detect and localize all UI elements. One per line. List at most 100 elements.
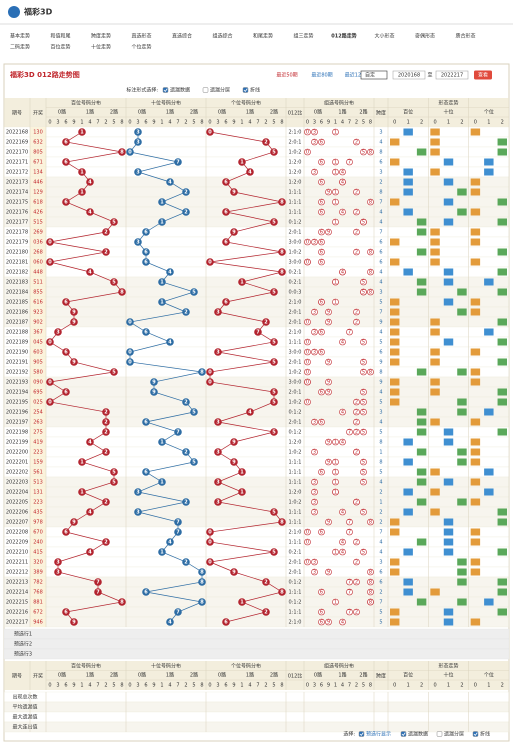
checkbox[interactable] xyxy=(436,731,443,737)
nav-link[interactable]: 质合形态 xyxy=(455,33,475,40)
nav-link[interactable]: 跨度走势 xyxy=(91,33,111,40)
ball-digit: 1 xyxy=(80,130,84,136)
ball-digit: 0 xyxy=(48,340,52,346)
preselect-label: 预选行2 xyxy=(14,641,32,648)
row-bg xyxy=(3,396,510,408)
group-ball xyxy=(318,328,325,336)
nav-link[interactable]: 组三走势 xyxy=(293,33,313,40)
nav-link[interactable]: 012路走势 xyxy=(331,33,356,40)
group-digit: 5 xyxy=(362,290,365,296)
ball xyxy=(214,308,222,316)
nav-link[interactable]: 大小形态 xyxy=(374,33,394,40)
select[interactable] xyxy=(360,70,388,80)
span: 2 xyxy=(379,590,382,596)
ball-digit: 2 xyxy=(264,320,268,326)
ball-digit: 0 xyxy=(48,400,52,406)
group-digit: 2 xyxy=(355,320,358,326)
group-digit: 6 xyxy=(320,300,323,306)
ball-digit: 6 xyxy=(64,200,68,206)
ball xyxy=(62,388,70,396)
group-ball xyxy=(311,508,318,516)
nav-link[interactable]: 组选综合 xyxy=(212,33,232,40)
header-issue: 期号 xyxy=(12,111,22,117)
nav-link[interactable]: 和值和尾 xyxy=(50,33,70,40)
group-digit: 0 xyxy=(306,380,309,386)
group-digit: 9 xyxy=(327,230,330,236)
ball xyxy=(134,138,142,146)
group-ball xyxy=(325,228,332,236)
ball xyxy=(270,548,278,556)
input-from[interactable] xyxy=(392,70,426,80)
select-text[interactable]: 自定 xyxy=(365,72,375,79)
nav-link[interactable]: 百位走势 xyxy=(50,44,70,51)
ball-digit: 9 xyxy=(232,570,236,576)
footer-option[interactable]: 预选行显示 xyxy=(366,731,391,738)
ball-digit: 8 xyxy=(120,150,124,156)
group-ball xyxy=(367,578,374,586)
ball xyxy=(126,318,134,326)
nav-link[interactable]: 基本走势 xyxy=(10,33,30,40)
issue: 2022172 xyxy=(6,170,28,176)
group-digit: 5 xyxy=(362,340,365,346)
header-digit: 1 xyxy=(160,683,163,689)
group-ball xyxy=(332,438,339,446)
input-from-text[interactable]: 2020168 xyxy=(398,73,420,79)
range-link[interactable]: 最近80期 xyxy=(311,72,332,79)
shape-box xyxy=(457,448,467,456)
ball xyxy=(270,338,278,346)
shape-box xyxy=(416,498,427,506)
input-to[interactable] xyxy=(435,70,469,80)
header-shape-digit: 2 xyxy=(501,683,504,689)
checkbox[interactable] xyxy=(202,87,209,93)
range-link[interactable]: 最近50期 xyxy=(276,72,297,79)
issue: 2022179 xyxy=(6,240,28,246)
input-to-text[interactable]: 2022217 xyxy=(441,73,463,79)
nav-link[interactable]: 二码走势 xyxy=(10,44,30,51)
shape-box xyxy=(443,548,454,556)
shape-box xyxy=(470,368,481,376)
row-bg xyxy=(3,156,510,168)
nav-link[interactable]: 直选综合 xyxy=(172,33,192,40)
group-ball xyxy=(332,158,339,166)
header-route: 0路 xyxy=(58,109,66,116)
panel-title: 福彩3D 012路走势图 xyxy=(9,70,80,79)
ball-digit: 6 xyxy=(64,160,68,166)
group-ball xyxy=(318,588,325,596)
option-label[interactable]: 折线 xyxy=(250,87,260,94)
logo-text[interactable]: 福彩3D xyxy=(23,7,53,17)
ratio: 2:0:1 xyxy=(289,230,302,236)
ball-digit: 7 xyxy=(176,610,180,616)
ball xyxy=(198,368,206,376)
option-label[interactable]: 遗漏数据 xyxy=(170,87,190,94)
group-digit: 4 xyxy=(341,170,344,176)
ball xyxy=(166,618,174,626)
footer-option[interactable]: 遗漏分层 xyxy=(444,731,464,738)
ball xyxy=(182,498,190,506)
nav-link[interactable]: 和尾走势 xyxy=(253,33,273,40)
header-digit: 9 xyxy=(327,120,330,126)
header-bg xyxy=(4,661,509,690)
group-digit: 1 xyxy=(334,600,337,606)
footer-option[interactable]: 遗漏数据 xyxy=(408,731,428,738)
nav-link[interactable]: 奇偶形态 xyxy=(415,33,435,40)
ball-digit: 4 xyxy=(168,270,172,276)
ball-digit: 3 xyxy=(136,510,140,516)
ball xyxy=(134,488,142,496)
ball xyxy=(134,168,142,176)
nav-link[interactable]: 直选形态 xyxy=(131,33,151,40)
group-ball xyxy=(353,138,360,146)
draw-number: 223 xyxy=(33,500,43,506)
draw-bg xyxy=(30,237,46,247)
option-label[interactable]: 遗漏分层 xyxy=(210,87,230,94)
ball-digit: 8 xyxy=(280,590,284,596)
button[interactable] xyxy=(474,70,492,80)
nav-link[interactable]: 十位走势 xyxy=(91,44,111,51)
header-route: 1路 xyxy=(338,672,346,679)
draw-bg xyxy=(30,187,46,197)
footer-option[interactable]: 折线 xyxy=(480,731,490,738)
nav-link[interactable]: 个位走势 xyxy=(131,44,151,51)
shape-box xyxy=(416,418,427,426)
group-digit: 2 xyxy=(355,210,358,216)
button-text[interactable]: 查看 xyxy=(478,72,488,79)
range-link[interactable]: 最近120期 xyxy=(345,72,370,79)
